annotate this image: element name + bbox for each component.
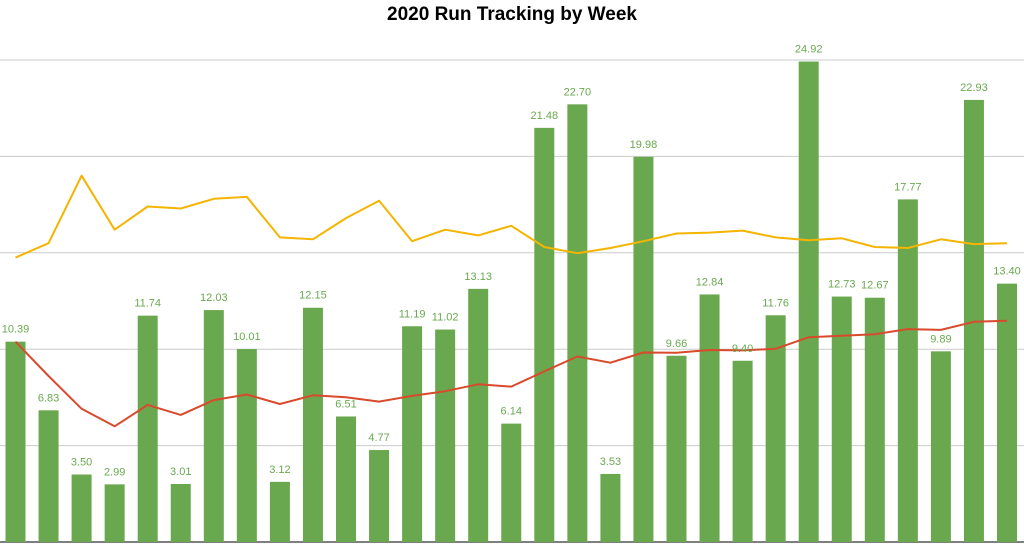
bar — [567, 104, 588, 543]
data-label: 6.51 — [335, 398, 356, 410]
data-label: 4.77 — [368, 432, 389, 444]
series-line-1 — [15, 174, 1008, 259]
bar — [71, 474, 92, 542]
chart-title: 2020 Run Tracking by Week — [387, 4, 637, 25]
gridlines — [0, 59, 1024, 543]
bar — [633, 156, 654, 543]
bar — [798, 61, 819, 543]
data-label: 3.53 — [600, 456, 621, 468]
data-label: 17.77 — [894, 181, 922, 193]
data-label: 11.19 — [399, 308, 426, 320]
data-label: 3.01 — [170, 466, 191, 478]
data-label: 21.48 — [531, 110, 559, 122]
bar — [5, 341, 26, 542]
data-label: 12.73 — [828, 279, 856, 291]
bar — [666, 355, 687, 542]
data-label: 10.39 — [2, 324, 30, 336]
bar — [468, 288, 489, 542]
data-label: 9.40 — [732, 343, 753, 355]
bar — [864, 297, 885, 542]
data-label: 12.03 — [200, 292, 228, 304]
data-label: 11.76 — [762, 297, 789, 309]
bar — [930, 351, 951, 542]
bar — [997, 283, 1017, 542]
data-label: 3.50 — [71, 457, 92, 469]
data-label: 10.01 — [233, 331, 261, 343]
bar — [831, 296, 852, 542]
data-label: 22.70 — [564, 86, 592, 98]
bar — [104, 484, 125, 542]
data-label: 6.83 — [38, 392, 59, 404]
data-label: 13.40 — [993, 266, 1021, 278]
bar — [765, 315, 786, 542]
bar — [435, 329, 456, 542]
bar — [732, 360, 753, 542]
data-label: 3.12 — [269, 464, 290, 476]
data-label: 11.02 — [432, 312, 459, 324]
bar — [203, 310, 224, 542]
bar — [269, 481, 290, 542]
data-label: 2.99 — [104, 466, 125, 478]
bar — [369, 450, 390, 542]
bar — [699, 294, 720, 542]
data-label: 9.89 — [930, 333, 951, 345]
bar — [137, 315, 158, 542]
bar — [501, 423, 522, 542]
data-label: 9.66 — [666, 338, 687, 350]
bar — [897, 199, 918, 542]
data-label: 13.13 — [464, 271, 492, 283]
data-label: 12.84 — [696, 276, 724, 288]
data-label: 24.92 — [795, 44, 823, 56]
bar — [336, 416, 356, 542]
data-label: 12.67 — [861, 280, 889, 292]
bar — [402, 326, 423, 542]
bar-series — [5, 61, 1017, 543]
data-label: 6.14 — [501, 406, 522, 418]
data-label: 19.98 — [630, 139, 658, 151]
series-line-2 — [14, 319, 1008, 428]
bar — [170, 483, 191, 542]
data-label: 11.74 — [134, 298, 161, 310]
bar — [236, 349, 257, 542]
line-series — [14, 174, 1008, 428]
bar — [534, 127, 555, 542]
data-labels: 10.39 6.83 3.50 2.99 11.74 3.01 12.03 10.01 3.12… — [2, 44, 1021, 479]
bar — [600, 473, 621, 542]
data-label: 12.15 — [299, 290, 327, 302]
bar — [38, 410, 59, 542]
bar — [302, 307, 323, 542]
data-label: 22.93 — [960, 82, 988, 94]
